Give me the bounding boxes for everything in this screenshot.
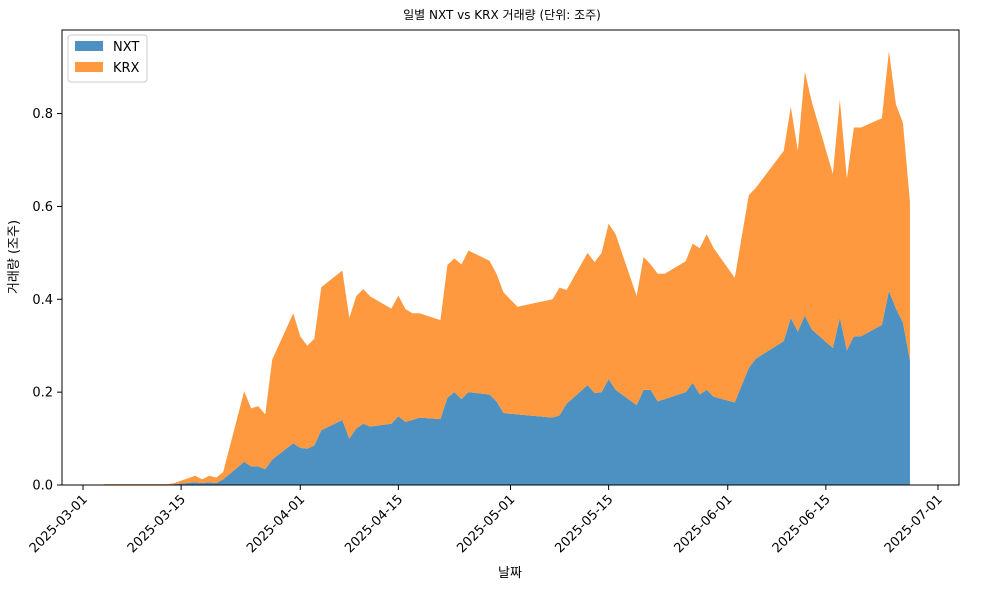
x-axis: 2025-03-01 2025-03-15 2025-04-01 2025-04-15… xyxy=(27,485,946,556)
y-tick-label: 0.6 xyxy=(32,200,53,215)
chart-title: 일별 NXT vs KRX 거래량 (단위: 조주) xyxy=(403,8,601,22)
x-tick-label: 2025-05-15 xyxy=(552,492,616,556)
area-layer xyxy=(104,50,910,485)
x-tick-label: 2025-05-01 xyxy=(454,492,518,556)
x-tick-label: 2025-04-01 xyxy=(244,492,308,556)
x-axis-title: 날짜 xyxy=(498,566,522,581)
y-axis-title: 거래량 (조주) xyxy=(7,220,22,294)
y-tick-label: 0.8 xyxy=(32,107,53,122)
y-tick-label: 0.4 xyxy=(32,293,53,308)
legend-label-krx: KRX xyxy=(113,61,140,76)
x-tick-label: 2025-06-15 xyxy=(770,492,834,556)
x-tick-label: 2025-04-15 xyxy=(342,492,406,556)
legend: NXT KRX xyxy=(67,34,148,83)
y-axis: 0.0 0.2 0.4 0.6 0.8 xyxy=(32,107,62,494)
x-tick-label: 2025-03-15 xyxy=(125,492,189,556)
series-area-nxt xyxy=(104,290,910,485)
legend-label-nxt: NXT xyxy=(113,40,139,55)
x-tick-label: 2025-03-01 xyxy=(27,492,91,556)
y-tick-label: 0.0 xyxy=(32,479,53,494)
x-tick-label: 2025-06-01 xyxy=(671,492,735,556)
legend-swatch-krx xyxy=(75,62,103,72)
y-tick-label: 0.2 xyxy=(32,386,53,401)
legend-swatch-nxt xyxy=(75,41,103,51)
series-area-krx xyxy=(104,50,910,485)
x-tick-label: 2025-07-01 xyxy=(882,492,946,556)
